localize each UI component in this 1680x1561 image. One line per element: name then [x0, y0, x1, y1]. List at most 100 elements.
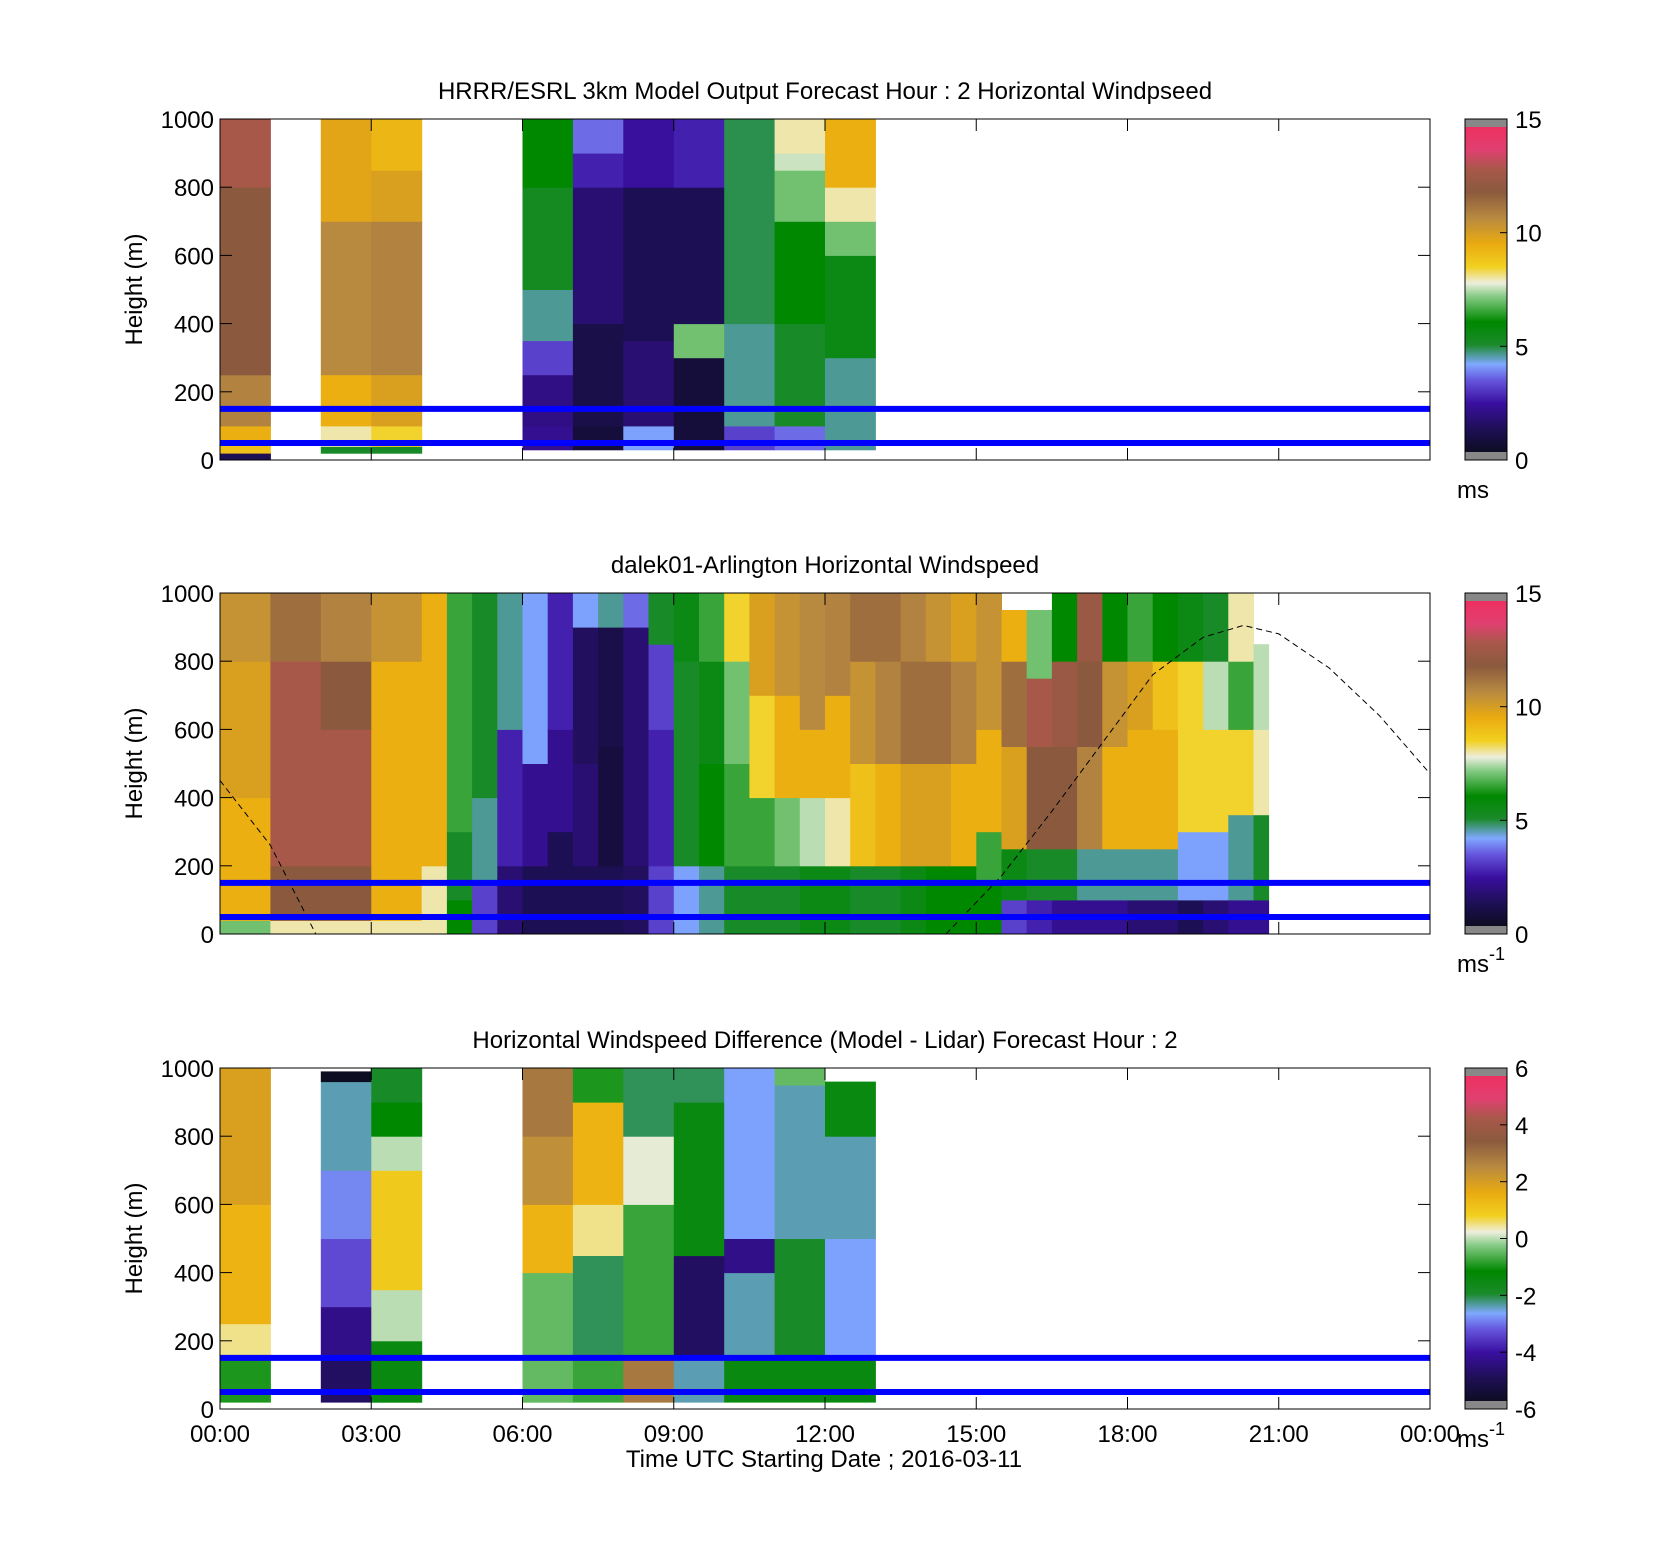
heatmap-cell	[522, 865, 549, 935]
heatmap-cell	[724, 119, 776, 325]
heatmap-cell	[774, 425, 826, 451]
heatmap-cell	[825, 255, 876, 359]
heatmap-cell	[572, 187, 624, 325]
heatmap-cell	[1051, 746, 1078, 850]
colorbar: -6 -4 -2 0 2 4 6 ms-1	[1457, 1056, 1536, 1453]
heatmap-cell	[522, 763, 549, 867]
heatmap-cell	[572, 425, 624, 451]
heatmap-cell	[850, 593, 876, 662]
x-tick-label: 00:00	[190, 1421, 250, 1448]
heatmap-cell	[320, 1357, 372, 1403]
heatmap-cell	[1228, 814, 1254, 901]
heatmap-cell	[1051, 661, 1078, 747]
colorbar-unit: ms	[1457, 477, 1489, 504]
heatmap-cell	[1127, 661, 1154, 730]
heatmap-cell	[220, 1357, 271, 1403]
heatmap-cell	[825, 187, 876, 222]
heatmap-cell	[749, 695, 776, 799]
colorbar-tick-label: 10	[1515, 221, 1542, 248]
heatmap-cell	[774, 1085, 826, 1239]
heatmap-cell	[1077, 661, 1103, 747]
heatmap-cell	[547, 729, 574, 833]
heatmap-cell	[371, 1289, 423, 1342]
heatmap-cell	[371, 119, 423, 171]
heatmap-cell	[774, 797, 801, 867]
heatmap-cell	[1152, 661, 1179, 730]
y-tick-label: 1000	[161, 1056, 214, 1083]
heatmap-cell	[320, 865, 372, 921]
heatmap-cell	[1102, 746, 1128, 850]
heatmap-cell	[850, 661, 876, 764]
heatmap-cell	[799, 593, 826, 730]
heatmap-cell	[1152, 593, 1179, 662]
y-tick-label: 1000	[161, 581, 214, 608]
y-tick-label: 400	[174, 1261, 214, 1288]
x-tick-label: 03:00	[341, 1421, 401, 1448]
y-tick-label: 200	[174, 854, 214, 881]
heatmap-cell	[1203, 831, 1229, 901]
colorbar-gradient	[1465, 127, 1507, 452]
heatmap-cell	[320, 1238, 372, 1308]
heatmap-cell	[724, 593, 750, 662]
heatmap-cell	[220, 425, 271, 440]
heatmap-cell	[623, 1357, 675, 1403]
heatmap-cell	[799, 729, 826, 799]
heatmap-cell	[1077, 593, 1103, 662]
heatmap-cell	[951, 593, 977, 662]
heatmap-cell	[220, 119, 271, 188]
heatmap-cell	[1127, 848, 1154, 901]
heatmap-cell	[673, 763, 700, 867]
heatmap-cell	[825, 1081, 876, 1137]
heatmap-cell	[673, 661, 700, 764]
heatmap-cell	[925, 661, 952, 764]
heatmap-cell	[497, 729, 523, 867]
heatmap-cell	[572, 1357, 624, 1403]
heatmap-cell	[1253, 814, 1270, 901]
heatmap-cell	[320, 661, 372, 730]
heatmap-cell	[220, 374, 271, 427]
heatmap-cell	[522, 187, 574, 290]
y-tick-label: 400	[174, 786, 214, 813]
x-tick-label: 12:00	[795, 1421, 855, 1448]
heatmap-cell	[497, 865, 523, 935]
colorbar-tick-label: -6	[1515, 1397, 1536, 1424]
heatmap-cell	[1152, 729, 1179, 850]
heatmap-cell	[673, 119, 725, 188]
heatmap-cell	[1177, 729, 1204, 833]
colorbar-tick-label: 4	[1515, 1113, 1528, 1140]
y-tick-label: 800	[174, 175, 214, 202]
heatmap-cell	[421, 593, 448, 867]
colorbar-frame	[1464, 118, 1508, 461]
heatmap-cell	[1077, 848, 1103, 901]
panel-2: dalek01-Arlington Horizontal Windspeed He…	[121, 552, 1542, 978]
heatmap-cell	[522, 289, 574, 342]
heatmap-cell	[774, 119, 826, 154]
heatmap-cell	[371, 1170, 423, 1291]
heatmap-cell	[774, 593, 801, 696]
heatmap-cell	[1001, 661, 1028, 747]
heatmap-cell	[699, 661, 725, 764]
x-axis-label: Time UTC Starting Date ; 2016-03-11	[626, 1446, 1022, 1473]
panel-title: dalek01-Arlington Horizontal Windspeed	[611, 552, 1039, 579]
heatmap-cell	[1051, 848, 1078, 901]
heatmap-cell	[1177, 593, 1204, 662]
heatmap-cell	[623, 593, 649, 628]
heatmap-cell	[572, 119, 624, 154]
colorbar-tick-label: 10	[1515, 695, 1542, 722]
heatmap-cell	[472, 882, 498, 935]
heatmap-cell	[774, 170, 826, 222]
heatmap-cell	[724, 1238, 776, 1274]
heatmap-cell	[270, 593, 322, 662]
heatmap-cell	[371, 170, 423, 222]
heatmap-cell	[1127, 729, 1154, 850]
heatmap-cell	[673, 1068, 725, 1103]
heatmap-cell	[875, 763, 902, 867]
heatmap-cell	[598, 627, 624, 747]
heatmap-cell	[270, 763, 322, 867]
heatmap-cell	[598, 746, 624, 867]
colorbar-tick-label: -2	[1515, 1283, 1536, 1310]
heatmap-cell	[673, 1357, 725, 1403]
heatmap-cell	[673, 865, 700, 935]
heatmap-cell	[825, 797, 851, 867]
